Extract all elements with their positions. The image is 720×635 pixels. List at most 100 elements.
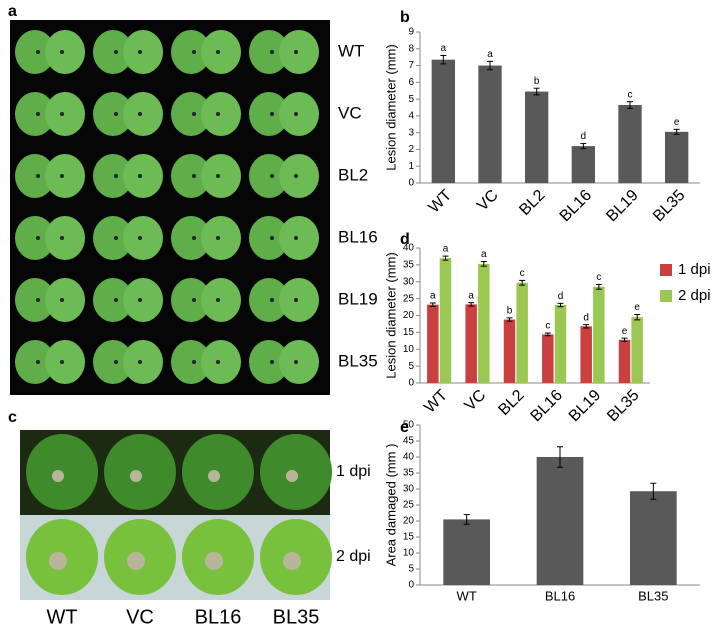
y-tick-label: 5 xyxy=(408,94,414,105)
leaf xyxy=(123,30,163,74)
y-tick-label: 35 xyxy=(403,468,415,479)
x-tick-label: BL16 xyxy=(528,387,567,426)
significance-letter: b xyxy=(507,306,513,317)
leaf xyxy=(279,92,319,136)
significance-letter: e xyxy=(622,326,628,337)
leaf xyxy=(123,340,163,384)
lesion xyxy=(216,360,220,364)
lesion xyxy=(294,360,298,364)
lesion xyxy=(36,360,40,364)
panel-label: a xyxy=(8,3,17,20)
lesion xyxy=(192,174,196,178)
panel-label: b xyxy=(400,9,410,26)
bar xyxy=(618,339,631,383)
leaf xyxy=(45,30,85,74)
leaf xyxy=(15,154,55,198)
significance-letter: d xyxy=(581,131,587,142)
x-tick-label: BL19 xyxy=(566,387,605,426)
leaf xyxy=(15,92,55,136)
leaf xyxy=(249,154,289,198)
y-tick-label: 1 xyxy=(408,161,414,172)
significance-letter: a xyxy=(481,249,487,260)
y-tick-label: 50 xyxy=(403,420,415,431)
bar xyxy=(478,65,502,183)
y-tick-label: 5 xyxy=(408,564,414,575)
x-tick-label: BL16 xyxy=(557,187,596,226)
leaf xyxy=(201,92,241,136)
leaf xyxy=(93,30,133,74)
significance-letter: e xyxy=(674,117,680,128)
y-tick-label: 7 xyxy=(408,60,414,71)
y-tick-label: 25 xyxy=(403,500,415,511)
significance-letter: a xyxy=(487,49,493,60)
significance-letter: d xyxy=(558,291,564,302)
y-tick-label: 30 xyxy=(403,484,415,495)
leaf xyxy=(171,30,211,74)
lesion xyxy=(138,50,142,54)
lesion xyxy=(36,174,40,178)
bar xyxy=(554,305,567,383)
lesion xyxy=(127,552,145,570)
leaf xyxy=(201,154,241,198)
leaf xyxy=(171,340,211,384)
significance-letter: e xyxy=(634,302,640,313)
leaf xyxy=(45,340,85,384)
lesion xyxy=(216,236,220,240)
lesion xyxy=(286,470,298,482)
lesion xyxy=(192,298,196,302)
lesion xyxy=(114,360,118,364)
lesion xyxy=(270,174,274,178)
y-tick-label: 4 xyxy=(408,111,414,122)
leaf xyxy=(249,30,289,74)
lesion xyxy=(114,298,118,302)
leaf xyxy=(171,92,211,136)
lesion xyxy=(138,174,142,178)
y-tick-label: 40 xyxy=(403,243,415,254)
leaf xyxy=(15,340,55,384)
leaf xyxy=(171,154,211,198)
lesion xyxy=(114,174,118,178)
panel-label: c xyxy=(8,409,17,426)
leaf xyxy=(45,92,85,136)
row-label: WT xyxy=(338,41,364,60)
significance-letter: c xyxy=(520,268,525,279)
leaf xyxy=(15,30,55,74)
bar xyxy=(439,258,452,383)
row-label: BL35 xyxy=(338,351,378,370)
lesion xyxy=(138,360,142,364)
lesion xyxy=(192,236,196,240)
significance-letter: c xyxy=(545,321,550,332)
y-tick-label: 25 xyxy=(403,293,415,304)
leaf xyxy=(201,278,241,322)
significance-letter: b xyxy=(534,76,540,87)
leaf xyxy=(45,278,85,322)
lesion xyxy=(60,236,64,240)
leaf xyxy=(123,278,163,322)
x-tick-label: BL35 xyxy=(650,187,689,226)
bar xyxy=(536,457,584,585)
lesion xyxy=(208,470,220,482)
y-tick-label: 45 xyxy=(403,436,415,447)
row-label: 1 dpi xyxy=(336,463,371,480)
lesion xyxy=(294,112,298,116)
leaf xyxy=(279,216,319,260)
lesion xyxy=(283,552,301,570)
significance-letter: a xyxy=(430,291,436,302)
leaf xyxy=(279,30,319,74)
row-label: BL2 xyxy=(338,165,368,184)
lesion xyxy=(36,112,40,116)
bar xyxy=(478,263,490,383)
y-tick-label: 8 xyxy=(408,43,414,54)
leaf xyxy=(249,278,289,322)
leaf xyxy=(279,278,319,322)
leaf xyxy=(249,92,289,136)
x-tick-label: BL35 xyxy=(638,588,668,603)
legend-label: 2 dpi xyxy=(678,287,711,304)
y-tick-label: 6 xyxy=(408,77,414,88)
y-tick-label: 35 xyxy=(403,260,415,271)
significance-letter: a xyxy=(468,290,474,301)
lesion xyxy=(270,360,274,364)
y-tick-label: 9 xyxy=(408,27,414,38)
x-tick-label: BL16 xyxy=(545,588,575,603)
x-tick-label: BL35 xyxy=(604,387,643,426)
